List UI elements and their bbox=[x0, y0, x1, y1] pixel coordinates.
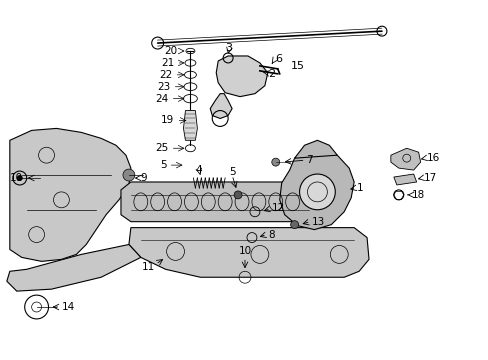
Polygon shape bbox=[279, 150, 353, 230]
Text: 5: 5 bbox=[160, 160, 166, 170]
Text: 18: 18 bbox=[411, 190, 424, 200]
Text: 11: 11 bbox=[142, 262, 155, 272]
Text: 25: 25 bbox=[155, 143, 168, 153]
Text: 19: 19 bbox=[161, 116, 174, 126]
Text: 14: 14 bbox=[61, 302, 75, 312]
Polygon shape bbox=[216, 56, 267, 96]
Text: 24: 24 bbox=[155, 94, 168, 104]
Text: 1: 1 bbox=[356, 183, 363, 193]
Polygon shape bbox=[393, 174, 416, 185]
Text: 5: 5 bbox=[228, 167, 235, 177]
Circle shape bbox=[290, 221, 298, 229]
Text: 6: 6 bbox=[274, 54, 281, 64]
Text: 2: 2 bbox=[267, 69, 274, 79]
Polygon shape bbox=[294, 140, 337, 158]
Circle shape bbox=[234, 191, 242, 199]
Circle shape bbox=[299, 174, 335, 210]
Text: 22: 22 bbox=[159, 70, 172, 80]
Circle shape bbox=[17, 175, 22, 181]
Polygon shape bbox=[129, 228, 368, 277]
Text: 8: 8 bbox=[267, 230, 274, 239]
Polygon shape bbox=[390, 148, 420, 170]
Polygon shape bbox=[10, 129, 131, 261]
Text: 17: 17 bbox=[423, 173, 436, 183]
Polygon shape bbox=[121, 182, 319, 222]
Text: 16: 16 bbox=[426, 153, 439, 163]
Text: 20: 20 bbox=[164, 46, 177, 56]
Text: 4: 4 bbox=[195, 165, 201, 175]
Polygon shape bbox=[183, 111, 197, 140]
Polygon shape bbox=[7, 244, 141, 291]
Text: 15: 15 bbox=[290, 61, 304, 71]
Text: 7: 7 bbox=[306, 155, 312, 165]
Text: 13: 13 bbox=[311, 217, 324, 227]
Polygon shape bbox=[210, 94, 232, 118]
Text: 3: 3 bbox=[225, 43, 232, 53]
Text: 21: 21 bbox=[161, 58, 174, 68]
Text: 10: 10 bbox=[238, 247, 251, 256]
Circle shape bbox=[122, 169, 135, 181]
Text: 23: 23 bbox=[157, 82, 170, 92]
Text: 10: 10 bbox=[10, 173, 23, 183]
Circle shape bbox=[271, 158, 279, 166]
Text: 12: 12 bbox=[271, 203, 285, 213]
Text: 9: 9 bbox=[141, 173, 147, 183]
